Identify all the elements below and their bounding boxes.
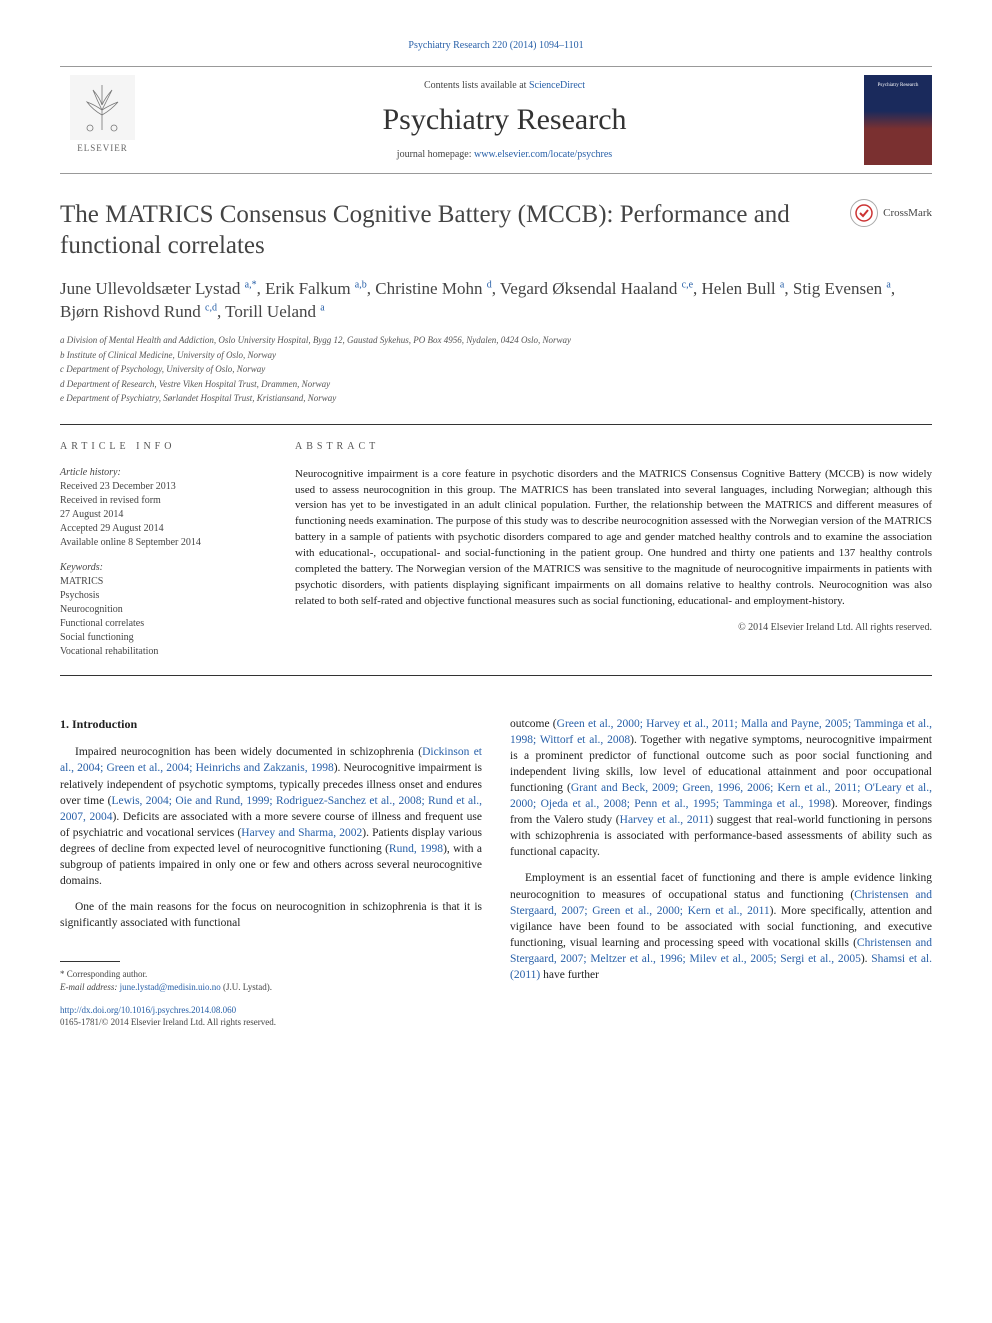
elsevier-logo: ELSEVIER bbox=[60, 75, 145, 165]
history-list: Received 23 December 2013Received in rev… bbox=[60, 480, 260, 550]
intro-p1-cont: outcome (Green et al., 2000; Harvey et a… bbox=[510, 716, 932, 861]
article-info: ARTICLE INFO Article history: Received 2… bbox=[60, 441, 260, 659]
doi-link[interactable]: http://dx.doi.org/10.1016/j.psychres.201… bbox=[60, 1005, 236, 1015]
article-title: The MATRICS Consensus Cognitive Battery … bbox=[60, 199, 850, 262]
crossmark-label: CrossMark bbox=[883, 207, 932, 219]
header-center: Contents lists available at ScienceDirec… bbox=[145, 80, 864, 160]
homepage-link[interactable]: www.elsevier.com/locate/psychres bbox=[474, 149, 612, 160]
contents-prefix: Contents lists available at bbox=[424, 80, 529, 91]
intro-p1: Impaired neurocognition has been widely … bbox=[60, 744, 482, 889]
elsevier-tree-icon bbox=[70, 75, 135, 140]
journal-title: Psychiatry Research bbox=[145, 103, 864, 137]
intro-p2: One of the main reasons for the focus on… bbox=[60, 899, 482, 931]
left-column: 1. Introduction Impaired neurocognition … bbox=[60, 716, 482, 1029]
abstract-text: Neurocognitive impairment is a core feat… bbox=[295, 467, 932, 610]
authors-list: June Ullevoldsæter Lystad a,*, Erik Falk… bbox=[60, 277, 932, 325]
cover-title: Psychiatry Research bbox=[878, 83, 919, 88]
intro-p3: Employment is an essential facet of func… bbox=[510, 870, 932, 983]
crossmark-icon bbox=[850, 199, 878, 227]
keywords-list: MATRICSPsychosisNeurocognitionFunctional… bbox=[60, 575, 260, 659]
keywords-label: Keywords: bbox=[60, 562, 260, 573]
homepage-prefix: journal homepage: bbox=[397, 149, 474, 160]
abstract-label: ABSTRACT bbox=[295, 441, 932, 452]
article-info-label: ARTICLE INFO bbox=[60, 441, 260, 452]
doi-line: http://dx.doi.org/10.1016/j.psychres.201… bbox=[60, 1004, 482, 1017]
journal-header: ELSEVIER Contents lists available at Sci… bbox=[60, 66, 932, 174]
right-column: outcome (Green et al., 2000; Harvey et a… bbox=[510, 716, 932, 1029]
email-suffix: (J.U. Lystad). bbox=[221, 982, 272, 992]
contents-line: Contents lists available at ScienceDirec… bbox=[145, 80, 864, 91]
citation-line: Psychiatry Research 220 (2014) 1094–1101 bbox=[60, 40, 932, 51]
email-line: E-mail address: june.lystad@medisin.uio.… bbox=[60, 981, 482, 994]
abstract: ABSTRACT Neurocognitive impairment is a … bbox=[295, 441, 932, 659]
crossmark-badge[interactable]: CrossMark bbox=[850, 199, 932, 227]
email-link[interactable]: june.lystad@medisin.uio.no bbox=[120, 982, 221, 992]
email-label: E-mail address: bbox=[60, 982, 120, 992]
homepage-line: journal homepage: www.elsevier.com/locat… bbox=[145, 149, 864, 160]
intro-heading: 1. Introduction bbox=[60, 716, 482, 733]
sciencedirect-link[interactable]: ScienceDirect bbox=[529, 80, 585, 91]
footnote-divider bbox=[60, 961, 120, 962]
abstract-copyright: © 2014 Elsevier Ireland Ltd. All rights … bbox=[295, 622, 932, 633]
history-label: Article history: bbox=[60, 467, 260, 478]
elsevier-text: ELSEVIER bbox=[77, 143, 128, 153]
issn-line: 0165-1781/© 2014 Elsevier Ireland Ltd. A… bbox=[60, 1016, 482, 1029]
journal-cover: Psychiatry Research bbox=[864, 75, 932, 165]
body-columns: 1. Introduction Impaired neurocognition … bbox=[60, 716, 932, 1029]
affiliations: a Division of Mental Health and Addictio… bbox=[60, 334, 932, 406]
corresponding-author: * Corresponding author. bbox=[60, 968, 482, 981]
